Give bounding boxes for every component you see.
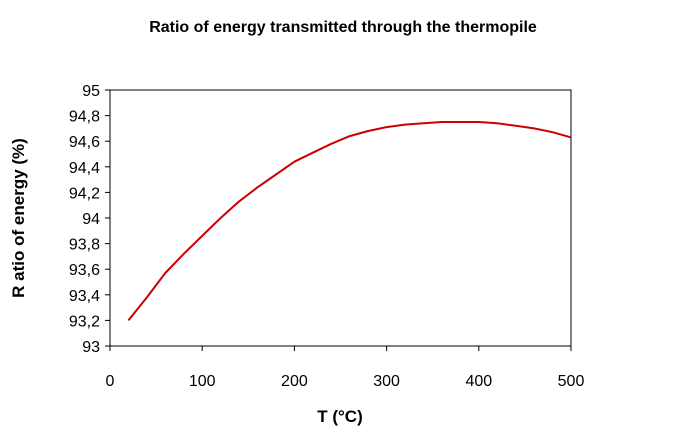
y-tick-label: 93,6 [69,262,100,279]
series-layer [127,121,572,322]
y-tick-label: 95 [82,83,100,100]
y-axis-title: R atio of energy (%) [9,138,28,298]
y-tick-label: 94,2 [69,185,100,202]
x-tick-label: 500 [558,373,585,390]
x-tick-label: 300 [373,373,400,390]
x-tick-label: 0 [106,373,115,390]
y-tick-label: 93,8 [69,237,100,254]
x-tick-label: 400 [465,373,492,390]
y-tick-label: 94,6 [69,134,100,151]
x-axis-title: T (°C) [317,407,363,426]
y-tick-label: 94,8 [69,109,100,126]
y-tick-label: 93 [82,339,100,356]
plot-area [109,89,572,347]
x-tick-label: 200 [281,373,308,390]
y-axis: 93 93,2 93,4 93,6 93,8 94 94,2 94,4 94,6 94,8 95 [69,83,110,356]
x-axis: 0 100 200 300 400 500 [106,346,585,390]
y-tick-label: 94,4 [69,160,100,177]
series-line-0 [127,121,572,322]
y-tick-label: 93,4 [69,288,100,305]
y-tick-label: 94 [82,211,100,228]
chart-title: Ratio of energy transmitted through the … [149,19,537,36]
y-tick-label: 93,2 [69,313,100,330]
x-tick-label: 100 [189,373,216,390]
